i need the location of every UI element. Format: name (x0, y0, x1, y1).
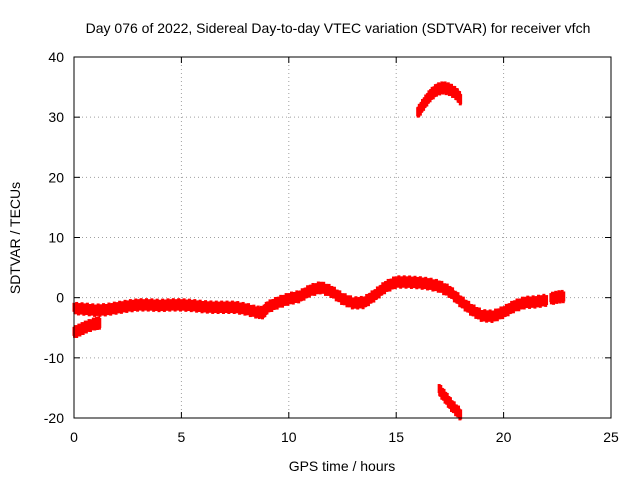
y-tick-label: 30 (48, 109, 64, 125)
y-tick-label: 0 (56, 290, 64, 306)
series-main (72, 275, 549, 323)
x-tick-label: 15 (388, 429, 404, 445)
y-tick-label: 40 (48, 49, 64, 65)
data-series (72, 81, 566, 421)
y-tick-label: 20 (48, 169, 64, 185)
y-axis-label: SDTVAR / TECUs (7, 182, 23, 294)
y-tick-label: -10 (44, 350, 64, 366)
series-low-segment (437, 384, 463, 421)
y-tick-label: 10 (48, 230, 64, 246)
x-tick-label: 20 (496, 429, 512, 445)
grid (74, 57, 611, 418)
x-axis-label: GPS time / hours (289, 458, 396, 474)
chart-title: Day 076 of 2022, Sidereal Day-to-day VTE… (86, 20, 591, 36)
plot-frame (73, 56, 612, 419)
y-tick-label: -20 (44, 410, 64, 426)
series-early-branch (72, 316, 102, 339)
ticks: 0 5 10 15 20 25 -20 -10 0 10 20 30 40 (44, 49, 619, 445)
series-late-fragment (549, 289, 566, 305)
series-high-arc (416, 81, 463, 118)
x-tick-label: 25 (603, 429, 619, 445)
x-tick-label: 0 (70, 429, 78, 445)
x-tick-label: 10 (281, 429, 297, 445)
x-tick-label: 5 (178, 429, 186, 445)
